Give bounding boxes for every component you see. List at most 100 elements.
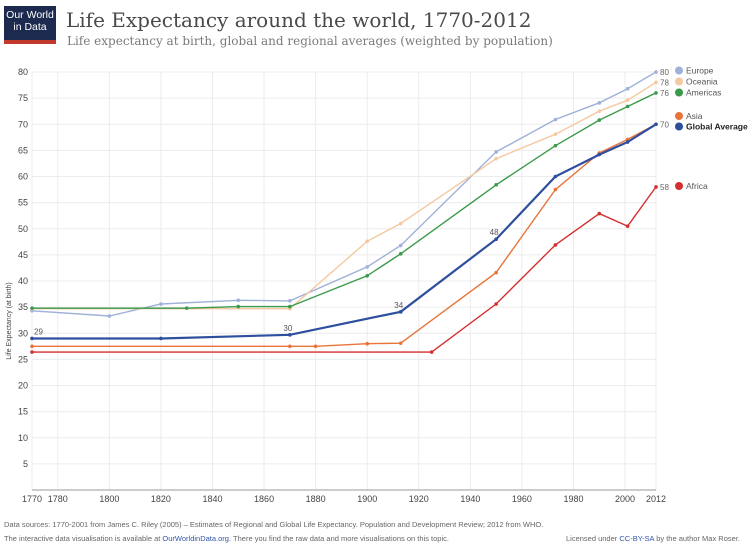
data-point [288, 344, 292, 349]
data-point [288, 299, 292, 303]
chart-subtitle: Life expectancy at birth, global and reg… [67, 34, 553, 48]
series-line [31, 71, 657, 317]
data-point [365, 265, 370, 269]
data-point [625, 224, 630, 228]
license-note: Licensed under CC-BY-SA by the author Ma… [566, 534, 740, 543]
chart-title: Life Expectancy around the world, 1770-2… [66, 8, 532, 32]
interactive-note-pre: The interactive data visualisation is av… [4, 534, 163, 543]
logo-accent-bar [4, 40, 56, 44]
owid-logo: Our World in Data [4, 6, 56, 44]
x-tick-label: 1800 [99, 494, 119, 504]
data-point [184, 306, 189, 310]
legend-marker [675, 112, 683, 120]
value-annotation: 48 [490, 228, 499, 237]
y-tick-label: 10 [18, 433, 28, 443]
x-tick-label: 1840 [202, 494, 222, 504]
y-tick-label: 50 [18, 224, 28, 234]
data-point [288, 333, 292, 337]
legend-marker [675, 182, 683, 190]
data-point [553, 243, 558, 247]
y-tick-label: 15 [18, 407, 28, 417]
y-tick-label: 40 [18, 276, 28, 286]
data-point [654, 80, 658, 85]
owid-link[interactable]: OurWorldinData.org [162, 534, 229, 543]
x-tick-label: 1820 [151, 494, 171, 504]
data-point [597, 101, 602, 105]
data-point [597, 118, 602, 122]
series-line [32, 186, 657, 353]
series-africa: 58 [30, 183, 669, 354]
data-point [654, 91, 658, 95]
data-point [494, 150, 498, 154]
data-point [597, 109, 602, 113]
x-tick-label: 1860 [254, 494, 274, 504]
data-point [159, 302, 163, 306]
data-sources-note: Data sources: 1770-2001 from James C. Ri… [4, 520, 544, 529]
data-point [654, 185, 658, 189]
data-point [288, 304, 292, 309]
data-point [494, 156, 498, 161]
x-tick-label: 2012 [646, 494, 666, 504]
x-tick-label: 1960 [512, 494, 532, 504]
legend-label: Oceania [686, 77, 718, 87]
end-value-label: 78 [660, 78, 669, 87]
y-tick-label: 80 [18, 67, 28, 77]
data-point [30, 306, 34, 310]
series-line [32, 123, 657, 347]
data-point [365, 273, 370, 278]
grid-lines [31, 71, 657, 490]
data-point [30, 344, 34, 349]
logo-line1: Our World [6, 9, 54, 21]
y-tick-label: 35 [18, 302, 28, 312]
y-tick-label: 70 [18, 119, 28, 129]
end-value-label: 70 [660, 120, 669, 129]
annotations: 29 30 34 48 [34, 228, 499, 336]
y-tick-label: 45 [18, 250, 28, 260]
legend-label: Americas [686, 88, 721, 98]
data-point [429, 350, 434, 354]
interactive-note-post: . There you find the raw data and more v… [228, 534, 449, 543]
data-point [494, 183, 498, 187]
legend-label: Europe [686, 66, 714, 76]
legend-marker [675, 66, 683, 75]
data-point [625, 98, 630, 103]
data-point [398, 310, 403, 314]
data-point [597, 211, 602, 216]
x-tick-label: 2000 [615, 494, 635, 504]
x-tick-label: 1880 [306, 494, 326, 504]
data-point [553, 132, 558, 136]
y-tick-label: 20 [18, 381, 28, 391]
y-tick-label: 65 [18, 145, 28, 155]
series-line [32, 123, 657, 340]
x-tick-label: 1980 [563, 494, 583, 504]
y-tick-label: 25 [18, 354, 28, 364]
y-tick-label: 60 [18, 172, 28, 182]
data-point [494, 302, 498, 306]
data-point [553, 143, 558, 148]
data-point [236, 298, 241, 303]
license-link[interactable]: CC-BY-SA [619, 534, 655, 543]
legend-marker [675, 77, 683, 86]
series-americas: 76 [30, 89, 669, 310]
data-point [398, 221, 403, 226]
data-point [30, 350, 34, 354]
end-value-label: 80 [660, 68, 669, 77]
value-annotation: 29 [34, 327, 43, 336]
data-point [625, 86, 630, 91]
x-tick-label: 1770 [22, 494, 42, 504]
legend-label: Global Average [686, 122, 748, 132]
series-europe: 80 [30, 68, 669, 318]
series-oceania: 78 [30, 78, 669, 311]
y-tick-label: 55 [18, 198, 28, 208]
legend-label: Asia [686, 111, 703, 121]
legend-marker [675, 88, 683, 97]
legend-label: Africa [686, 181, 708, 191]
y-tick-label: 30 [18, 328, 28, 338]
series-line [32, 92, 657, 309]
value-annotation: 30 [283, 324, 292, 333]
data-point [398, 341, 403, 345]
y-axis-label: Life Expectancy (at birth) [6, 282, 13, 359]
